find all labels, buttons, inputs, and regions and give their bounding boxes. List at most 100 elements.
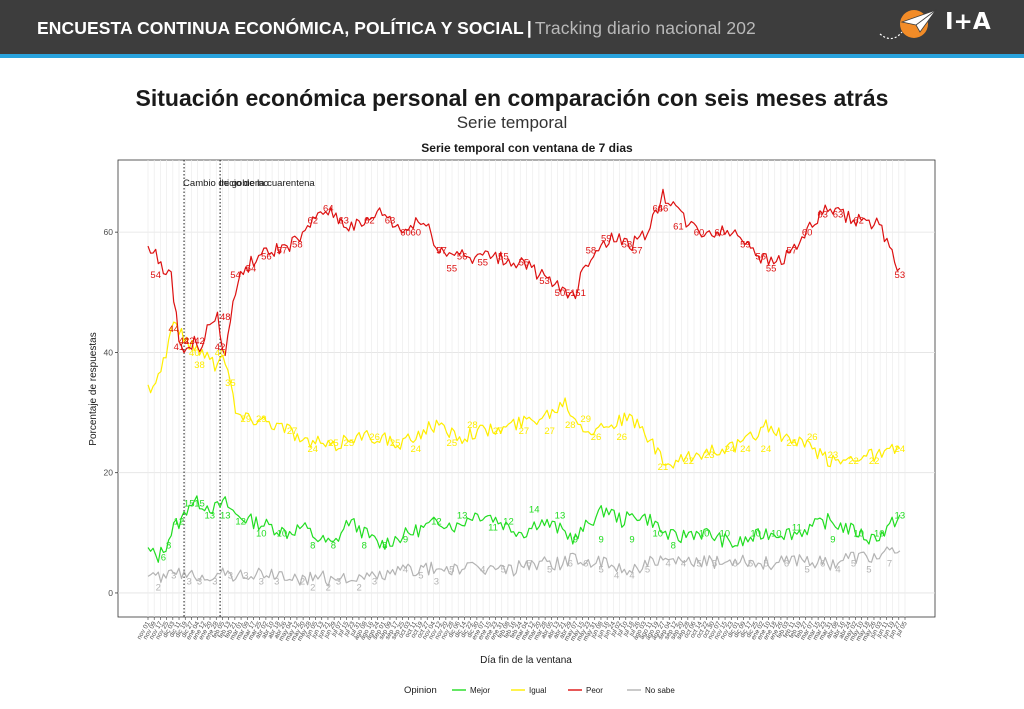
y-axis-ticks: 0 20 40 60 [104,227,118,598]
grid-lines [118,160,935,617]
value-label: 4 [403,564,408,575]
value-label: 10 [277,528,288,539]
value-label: 62 [853,216,864,227]
value-label: 12 [174,516,185,527]
series-line-mejor [147,495,901,563]
value-label: 8 [382,540,387,551]
value-label: 38 [194,360,205,371]
value-label: 57 [632,246,643,257]
value-label: 4 [614,570,619,581]
value-label: 6 [732,558,737,569]
series-lines [147,188,901,587]
value-label: 6 [820,558,825,569]
paper-plane-trail-icon [879,31,903,40]
value-label: 54 [246,264,257,275]
value-label: 63 [833,210,844,221]
value-label: 55 [766,264,777,275]
value-label: 6 [568,558,573,569]
value-label: 23 [704,450,715,461]
value-label: 12 [235,516,246,527]
value-label: 14 [529,504,540,515]
value-label: 26 [591,432,602,443]
value-label: 66 [658,204,669,215]
series-line-igual [147,321,901,469]
value-label: 9 [403,534,408,545]
value-label: 55 [498,252,509,263]
value-label: 10 [719,528,730,539]
value-label: 8 [362,540,367,551]
value-label: 28 [565,420,576,431]
value-label: 3 [274,576,279,587]
value-label: 25 [786,438,797,449]
legend-label: Peor [586,686,603,695]
value-label: 59 [601,234,612,245]
value-label: 5 [763,558,768,569]
value-label: 44 [168,324,179,335]
value-label: 5 [851,558,856,569]
value-label: 5 [805,564,810,575]
value-label: 29 [256,414,267,425]
value-label: 51 [565,288,576,299]
value-label: 3 [171,570,176,581]
value-label: 3 [243,570,248,581]
value-label: 35 [225,378,236,389]
value-label: 56 [756,252,767,263]
value-label: 63 [338,216,349,227]
value-label: 56 [261,252,272,263]
value-label: 48 [220,312,231,323]
value-label: 58 [586,246,597,257]
y-axis-title: Porcentaje de respuestas [88,332,99,445]
series-line-no-sabe [147,546,901,587]
value-label: 25 [328,438,339,449]
ia-logo [879,9,938,40]
header-separator: | [526,18,532,38]
value-label: 63 [817,210,828,221]
value-label: 9 [629,534,634,545]
value-label: 3 [259,576,264,587]
value-label: 56 [457,252,468,263]
value-label: 42 [179,336,190,347]
x-axis-title: Día fin de la ventana [480,655,572,666]
value-label: 5 [599,564,604,575]
value-label: 60 [694,228,705,239]
value-label: 40 [215,348,226,359]
y-tick-label: 0 [108,588,113,598]
value-label: 6 [583,558,588,569]
value-label: 2 [156,582,161,593]
legend-title: Opinion [404,685,437,696]
value-label: 42 [184,336,195,347]
header-title: ENCUESTA CONTINUA ECONÓMICA, POLÍTICA Y … [37,18,756,39]
header-title-main: ENCUESTA CONTINUA ECONÓMICA, POLÍTICA Y … [37,18,524,38]
value-label: 3 [372,576,377,587]
value-label: 27 [544,426,555,437]
value-label: 2 [356,582,361,593]
value-label: 5 [712,558,717,569]
value-label: 53 [895,270,906,281]
value-label: 63 [385,216,396,227]
value-label: 24 [308,444,319,455]
value-label: 60 [802,228,813,239]
value-label: 13 [895,510,906,521]
logo-text: I+A [945,9,991,35]
value-label: 60 [410,228,421,239]
value-label: 22 [683,456,694,467]
value-label: 27 [519,426,530,437]
value-label: 57 [277,246,288,257]
value-label: 3 [434,576,439,587]
value-label: 53 [539,276,550,287]
y-tick-label: 20 [104,468,114,478]
value-label: 5 [526,558,531,569]
value-label: 42 [194,336,205,347]
series-line-peor [147,188,901,357]
value-label: 26 [616,432,627,443]
value-label: 9 [573,534,578,545]
event-label: Inicio de la cuarentena [219,178,315,189]
event-label: Cambio de gobierno [183,178,269,189]
value-label: 4 [835,564,840,575]
value-label: 42 [179,336,190,347]
value-label: 8 [310,540,315,551]
value-label: 9 [599,534,604,545]
value-label: 60 [714,228,725,239]
value-label: 55 [477,258,488,269]
